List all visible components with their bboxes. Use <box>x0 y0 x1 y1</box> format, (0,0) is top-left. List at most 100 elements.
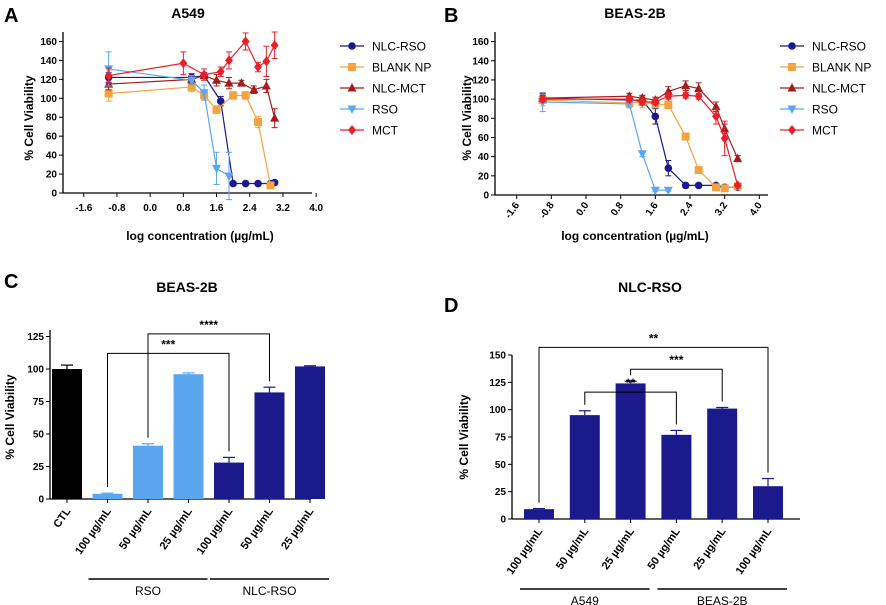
chart-b-title: BEAS-2B <box>604 5 665 21</box>
bar <box>615 383 646 519</box>
legend-label: NLC-RSO <box>372 40 426 54</box>
legend-label: MCT <box>812 124 839 138</box>
bar <box>295 366 325 499</box>
y-tick-label: 0 <box>483 191 489 202</box>
data-point <box>637 150 647 159</box>
data-point <box>241 36 250 47</box>
group-label: A549 <box>571 594 599 605</box>
bar <box>214 462 244 499</box>
x-tick-label: 3.2 <box>276 203 290 214</box>
data-point <box>664 164 673 172</box>
legend-marker <box>787 105 797 114</box>
data-point <box>199 89 209 98</box>
y-tick-label: 20 <box>46 170 58 181</box>
x-tick-label: -0.8 <box>108 203 126 214</box>
y-tick-label: 0 <box>51 189 57 200</box>
panel-label-c: C <box>4 271 18 293</box>
data-point <box>104 70 113 81</box>
significance-label: ** <box>649 331 659 345</box>
x-tick-label: 50 µg/mL <box>646 526 683 572</box>
data-point <box>200 69 209 80</box>
y-tick-label: 75 <box>495 433 507 444</box>
x-tick-label: -1.6 <box>503 200 522 221</box>
y-tick-label: 140 <box>40 56 57 67</box>
group-label: NLC-RSO <box>242 584 296 598</box>
y-tick-label: 50 <box>495 460 507 471</box>
data-point <box>694 91 703 102</box>
data-point <box>664 100 673 109</box>
x-tick-label: 50 µg/mL <box>554 526 591 572</box>
data-point <box>638 96 647 107</box>
data-point <box>681 80 691 90</box>
significance-label: ** <box>626 376 636 390</box>
data-point <box>663 186 673 196</box>
series-line-rso <box>108 68 230 177</box>
y-tick-label: 100 <box>489 405 506 416</box>
significance-bracket <box>538 346 769 503</box>
x-tick-label: 1.6 <box>644 200 661 218</box>
chart-b-ylabel: % Cell Viability <box>460 75 474 160</box>
group-label: BEAS-2B <box>697 594 748 605</box>
y-tick-label: 40 <box>478 152 490 163</box>
significance-label: *** <box>161 337 175 351</box>
data-point <box>262 56 271 67</box>
y-tick-label: 160 <box>472 37 489 48</box>
x-tick-label: 0.0 <box>143 203 157 214</box>
data-point <box>663 86 673 95</box>
x-tick-label: 3.2 <box>713 200 730 218</box>
y-tick-label: 75 <box>33 397 45 408</box>
bar <box>707 408 738 519</box>
series-line-blank np <box>108 86 272 186</box>
series-line-mct <box>542 94 739 186</box>
legend-marker <box>788 63 796 71</box>
data-point <box>733 153 743 163</box>
y-tick-label: 120 <box>472 75 489 86</box>
x-tick-label: 1.6 <box>210 203 224 214</box>
legend-label: RSO <box>372 103 398 117</box>
y-tick-label: 100 <box>27 365 44 376</box>
data-point <box>270 40 279 51</box>
y-tick-label: 25 <box>495 487 507 498</box>
data-point <box>212 75 222 84</box>
significance-label: *** <box>669 353 683 367</box>
data-point <box>651 112 660 121</box>
data-point <box>216 66 225 77</box>
data-point <box>216 97 225 105</box>
data-point <box>681 90 690 101</box>
data-point <box>187 76 197 86</box>
data-point <box>712 111 720 122</box>
series-line-nlc-mct <box>542 85 739 159</box>
chart-a-plot: 0 20 40 60 80 100 120 140 160 -1.6 -0.8 0.0 0.8 1.6 2.… <box>40 31 431 214</box>
x-tick-label: CTL <box>51 506 73 531</box>
chart-c-ylabel: % Cell Viability <box>3 374 17 459</box>
data-point <box>538 94 547 105</box>
data-point <box>712 183 720 192</box>
data-point <box>261 80 271 90</box>
legend-label: BLANK NP <box>812 61 871 75</box>
chart-c-title: BEAS-2B <box>156 279 217 295</box>
data-point <box>733 180 742 191</box>
y-tick-label: 20 <box>478 171 490 182</box>
bar <box>133 445 163 499</box>
x-tick-label: 25 µg/mL <box>600 526 637 572</box>
y-tick-label: 120 <box>40 75 57 86</box>
y-tick-label: 60 <box>478 133 490 144</box>
legend-label: NLC-MCT <box>812 82 867 96</box>
y-tick-label: 80 <box>478 114 490 125</box>
series-line-mct <box>108 40 276 77</box>
data-point <box>224 172 234 181</box>
x-tick-label: 100 µg/mL <box>195 506 236 557</box>
x-tick-label: 100 µg/mL <box>73 506 114 557</box>
legend-label: BLANK NP <box>372 61 431 75</box>
x-tick-label: 2.4 <box>243 203 257 214</box>
y-tick-label: 0 <box>500 515 506 526</box>
y-tick-label: 40 <box>46 151 58 162</box>
data-point <box>694 166 703 175</box>
data-point <box>664 91 673 102</box>
data-point <box>624 100 634 109</box>
data-point <box>651 96 660 107</box>
data-point <box>681 132 690 141</box>
x-tick-label: 0.8 <box>176 203 190 214</box>
